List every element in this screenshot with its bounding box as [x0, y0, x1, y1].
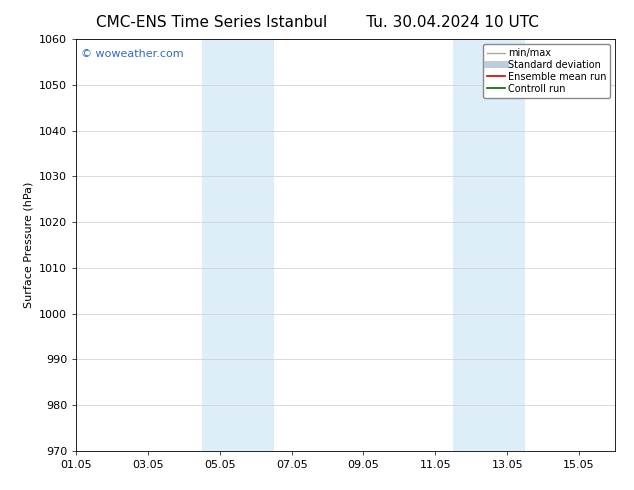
Bar [453, 39, 525, 451]
Text: CMC-ENS Time Series Istanbul        Tu. 30.04.2024 10 UTC: CMC-ENS Time Series Istanbul Tu. 30.04.2… [96, 15, 538, 30]
Y-axis label: Surface Pressure (hPa): Surface Pressure (hPa) [23, 182, 34, 308]
Text: © woweather.com: © woweather.com [81, 49, 184, 59]
Bar [202, 39, 274, 451]
Legend: min/max, Standard deviation, Ensemble mean run, Controll run: min/max, Standard deviation, Ensemble me… [483, 44, 610, 98]
